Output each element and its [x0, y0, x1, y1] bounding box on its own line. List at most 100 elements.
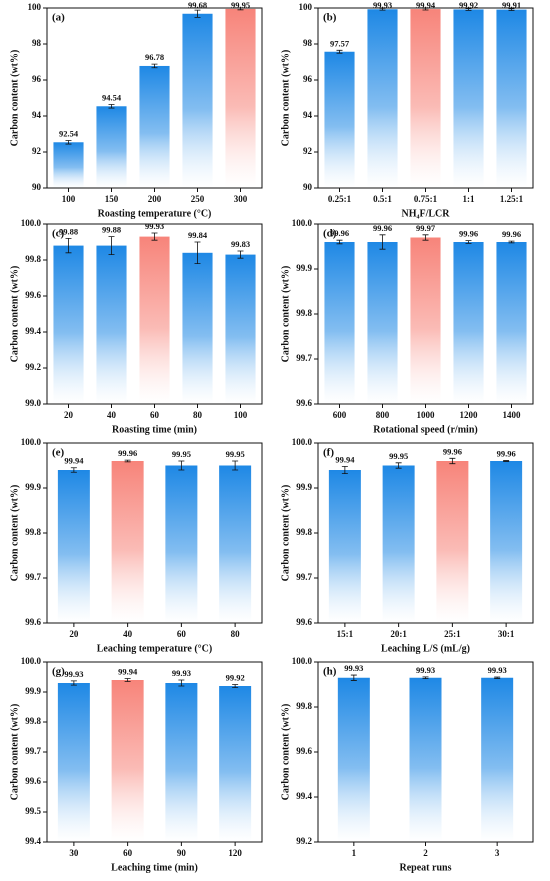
- value-label: 99.93: [172, 668, 191, 678]
- y-tick-label: 99.9: [296, 482, 312, 492]
- value-label: 99.68: [188, 0, 207, 10]
- y-tick-label: 96: [32, 74, 42, 84]
- y-tick-label: 99.9: [25, 686, 41, 696]
- bar: [382, 465, 415, 623]
- error-bar: [422, 234, 429, 241]
- y-tick-label: 94: [32, 110, 42, 120]
- y-tick-label: 100.0: [292, 656, 313, 666]
- x-tick-label: 100: [234, 410, 248, 420]
- x-tick-label: 90: [177, 848, 187, 858]
- x-tick-label: 100: [62, 194, 76, 204]
- y-axis-title: Carbon content (wt%): [280, 266, 291, 363]
- x-tick-label: 1.25:1: [500, 194, 524, 204]
- value-label: 99.96: [497, 449, 516, 459]
- panel-label: (b): [323, 12, 337, 24]
- y-tick-label: 99.6: [25, 617, 41, 627]
- value-label: 99.96: [502, 229, 521, 239]
- y-tick-label: 98: [303, 38, 313, 48]
- x-axis-title: Rotational speed (r/min): [373, 424, 477, 435]
- bar: [225, 254, 256, 404]
- y-tick-label: 99.8: [25, 527, 41, 537]
- error-bar: [508, 240, 515, 244]
- bar: [182, 252, 213, 404]
- panel-label: (g): [52, 666, 65, 678]
- y-axis-title: Carbon content (wt%): [280, 50, 291, 147]
- x-tick-label: 150: [105, 194, 119, 204]
- value-label: 99.94: [335, 454, 355, 464]
- y-tick-label: 99.7: [296, 353, 312, 363]
- error-bar: [124, 678, 131, 682]
- error-bar: [108, 236, 115, 255]
- error-bar: [108, 104, 115, 109]
- value-label: 99.96: [443, 446, 462, 456]
- x-axis-title: Roasting time (min): [112, 424, 197, 435]
- error-bar: [232, 684, 239, 688]
- panel-label: (a): [52, 12, 65, 24]
- x-tick-label: 60: [150, 410, 160, 420]
- bar: [328, 470, 361, 623]
- value-label: 99.94: [64, 456, 84, 466]
- y-tick-label: 99.6: [296, 398, 312, 408]
- x-axis-title: Leaching L/S (mL/g): [381, 643, 470, 654]
- y-tick-label: 99.6: [25, 290, 41, 300]
- plot-frame: [46, 442, 263, 624]
- plot-frame: [317, 661, 534, 843]
- bar: [436, 461, 469, 623]
- y-tick-label: 99.7: [25, 572, 41, 582]
- x-tick-label: 60: [123, 848, 133, 858]
- panel-label: (f): [323, 447, 334, 459]
- error-bar: [70, 680, 77, 686]
- panel-label: (d): [323, 228, 337, 240]
- y-tick-label: 99.8: [296, 527, 312, 537]
- value-label: 99.93: [416, 665, 435, 675]
- value-label: 99.94: [416, 0, 436, 10]
- y-tick-label: 99.8: [25, 254, 41, 264]
- value-label: 99.93: [488, 665, 507, 675]
- error-bar: [65, 140, 72, 145]
- x-tick-label: 40: [123, 629, 133, 639]
- y-tick-label: 99.8: [296, 308, 312, 318]
- error-bar: [465, 8, 472, 11]
- bar: [165, 683, 198, 842]
- bar: [219, 686, 252, 842]
- x-tick-label: 1: [352, 848, 357, 858]
- x-tick-label: 120: [228, 848, 242, 858]
- value-label: 99.95: [226, 449, 245, 459]
- x-tick-label: 200: [148, 194, 162, 204]
- x-tick-label: 3: [495, 848, 500, 858]
- x-axis-title: Repeat runs: [400, 862, 452, 873]
- y-tick-label: 100: [28, 2, 42, 12]
- y-axis-title: Carbon content (wt%): [280, 704, 291, 801]
- bar: [496, 242, 527, 404]
- error-bar: [151, 232, 158, 241]
- panel-label: (c): [52, 228, 65, 240]
- value-label: 99.95: [231, 0, 250, 10]
- y-tick-label: 99.0: [25, 398, 41, 408]
- y-tick-label: 90: [32, 182, 42, 192]
- x-tick-label: 15:1: [337, 629, 354, 639]
- value-label: 99.96: [330, 228, 349, 238]
- y-tick-label: 90: [303, 182, 313, 192]
- bar: [367, 242, 398, 404]
- panel-label: (h): [323, 666, 337, 678]
- error-bar: [65, 238, 72, 254]
- x-tick-label: 1000: [417, 410, 436, 420]
- bar: [165, 465, 198, 623]
- y-tick-label: 99.7: [25, 746, 41, 756]
- x-axis-title: Leaching time (min): [111, 862, 198, 873]
- bar: [409, 677, 442, 842]
- y-tick-label: 99.7: [296, 572, 312, 582]
- value-label: 97.57: [330, 38, 350, 48]
- value-label: 99.93: [64, 669, 83, 679]
- bar: [111, 680, 144, 842]
- value-label: 99.95: [389, 451, 408, 461]
- panel-label: (e): [52, 447, 65, 459]
- y-tick-label: 100.0: [21, 218, 42, 228]
- bar: [96, 106, 127, 188]
- bar: [324, 242, 355, 404]
- error-bar: [494, 676, 501, 679]
- y-axis-title: Carbon content (wt%): [9, 485, 20, 582]
- bar: [324, 51, 355, 188]
- y-tick-label: 100.0: [292, 437, 313, 447]
- y-tick-label: 100: [299, 2, 313, 12]
